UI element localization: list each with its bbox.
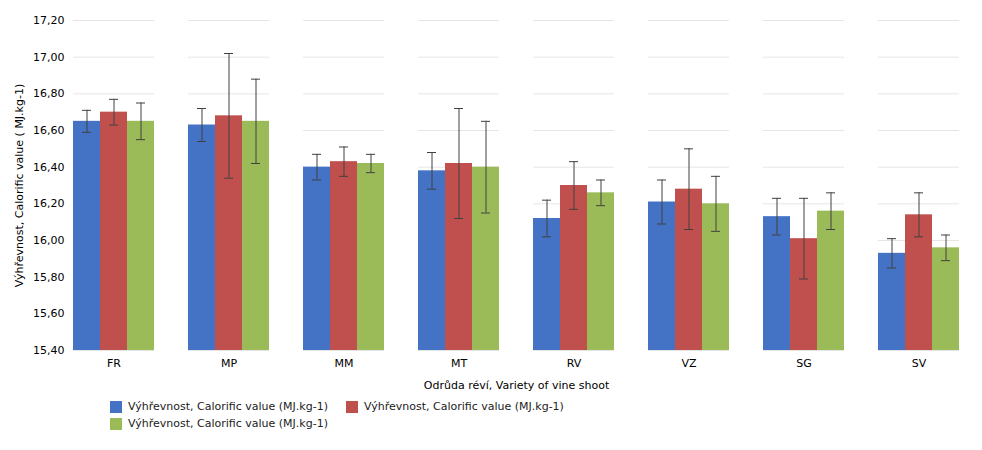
svg-text:RV: RV (567, 357, 582, 370)
svg-text:16,00: 16,00 (33, 234, 65, 247)
svg-text:FR: FR (107, 357, 121, 370)
html-text:Výhřevnost, Calorific value (M: Výhřevnost, Calorific value (MJ.kg-1) (364, 400, 564, 413)
svg-text:Výhřevnost, Calorific value (: Výhřevnost, Calorific value ( MJ.kg-1) (13, 84, 26, 287)
svg-text:MM: MM (335, 357, 354, 370)
svg-text:SV: SV (912, 357, 927, 370)
svg-text:17,20: 17,20 (33, 14, 65, 27)
svg-text:17,00: 17,00 (33, 51, 65, 64)
svg-text:15,60: 15,60 (33, 307, 65, 320)
svg-text:MT: MT (451, 357, 467, 370)
svg-text:16,60: 16,60 (33, 124, 65, 137)
svg-text:VZ: VZ (681, 357, 697, 370)
html-text:Výhřevnost, Calorific value (M: Výhřevnost, Calorific value (MJ.kg-1) (128, 400, 328, 413)
svg-text:SG: SG (796, 357, 812, 370)
svg-text:MP: MP (221, 357, 237, 370)
svg-text:16,20: 16,20 (33, 197, 65, 210)
svg-text:15,40: 15,40 (33, 344, 65, 357)
html-text:Výhřevnost, Calorific value (M: Výhřevnost, Calorific value (MJ.kg-1) (128, 417, 328, 430)
svg-text:Odrůda réví, Variety of vine s: Odrůda réví, Variety of vine shoot (424, 379, 610, 392)
svg-text:16,40: 16,40 (33, 161, 65, 174)
svg-text:16,80: 16,80 (33, 87, 65, 100)
svg-text:15,80: 15,80 (33, 271, 65, 284)
